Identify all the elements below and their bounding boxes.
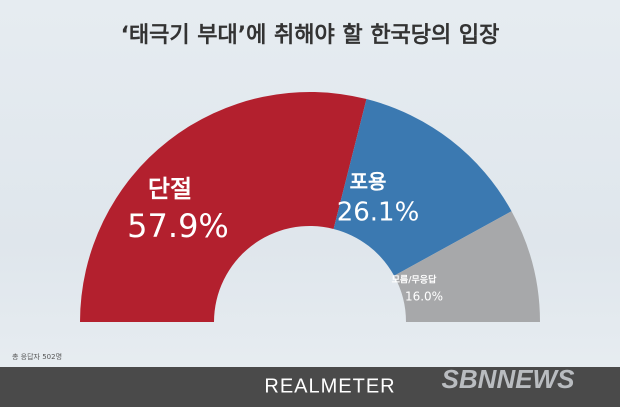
value-label: 16.0% <box>405 290 443 304</box>
value-label: 57.9% <box>127 207 229 245</box>
category-label: 단절 <box>148 175 192 203</box>
category-label: 포용 <box>350 170 387 194</box>
note: 총 응답자 502명 <box>12 352 62 361</box>
watermark: SBNNEWS <box>442 364 576 394</box>
source: REALMETER <box>264 375 395 397</box>
footer-bar <box>0 367 620 407</box>
category-label: 모름/무응답 <box>392 274 437 286</box>
segment <box>333 99 512 276</box>
chart-title: ‘태극기 부대’에 취해야 할 한국당의 입장 <box>121 23 500 48</box>
segment <box>394 211 540 322</box>
value-label: 26.1% <box>337 198 420 228</box>
segment <box>80 92 367 323</box>
